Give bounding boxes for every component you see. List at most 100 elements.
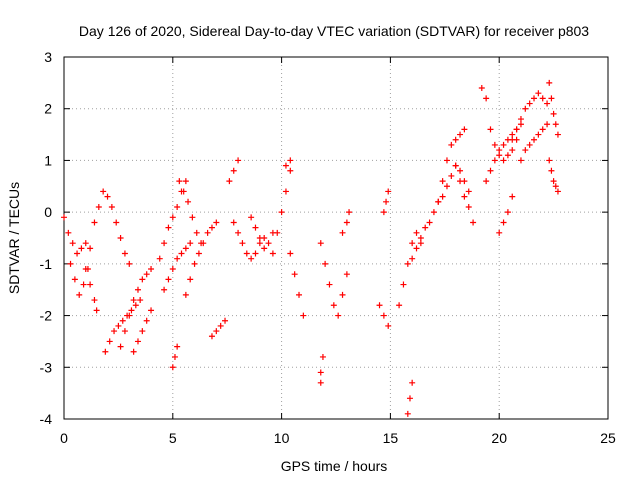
data-point	[417, 235, 424, 241]
data-point	[61, 214, 67, 221]
data-point	[195, 250, 202, 257]
data-point	[483, 95, 490, 102]
data-point	[539, 126, 546, 133]
data-point	[491, 141, 498, 148]
data-point	[526, 141, 533, 148]
data-point	[185, 198, 192, 205]
data-point	[169, 214, 176, 221]
data-point	[74, 250, 81, 257]
data-point	[235, 157, 242, 164]
data-point	[148, 307, 155, 314]
series-arc-22	[339, 209, 353, 236]
data-point	[461, 126, 468, 133]
data-point	[282, 162, 289, 169]
series-arc-04	[91, 188, 133, 267]
series-arc-25	[396, 229, 424, 309]
data-point	[413, 229, 420, 236]
series-arc-30	[452, 162, 477, 226]
data-point	[222, 317, 229, 324]
series-arc-07	[130, 307, 155, 355]
data-point	[535, 90, 542, 97]
y-axis-label: SDTVAR / TECUs	[6, 182, 22, 294]
data-point	[248, 214, 255, 221]
data-point	[317, 369, 324, 376]
data-point	[143, 317, 150, 324]
data-point	[239, 240, 246, 247]
data-point	[461, 193, 468, 200]
data-point	[383, 198, 390, 205]
data-point	[552, 183, 559, 190]
data-point	[78, 245, 85, 252]
data-point	[226, 178, 233, 185]
y-tick-label: 0	[44, 204, 52, 220]
data-point	[165, 276, 172, 283]
series-arc-14	[226, 157, 242, 185]
x-tick-label: 0	[60, 430, 68, 446]
data-point	[134, 286, 141, 293]
data-point	[278, 209, 285, 216]
series-arc-24	[380, 188, 392, 216]
data-point	[248, 255, 255, 262]
data-point	[169, 266, 176, 273]
data-point	[213, 328, 220, 335]
data-point	[111, 328, 118, 335]
data-point	[554, 188, 561, 195]
data-point	[335, 312, 342, 319]
data-point	[291, 271, 298, 278]
data-point	[343, 271, 350, 278]
data-point	[409, 240, 416, 247]
data-point	[554, 131, 561, 138]
data-point	[448, 141, 455, 148]
x-tick-label: 25	[600, 430, 616, 446]
series-arc-28	[435, 126, 468, 205]
data-point	[174, 343, 181, 350]
series-arc-01	[61, 214, 94, 257]
data-point	[322, 260, 329, 267]
data-point	[130, 297, 137, 304]
data-point	[513, 126, 520, 133]
data-point	[500, 157, 507, 164]
data-point	[422, 224, 429, 231]
data-point	[500, 141, 507, 148]
data-point	[95, 203, 102, 210]
data-point	[522, 147, 529, 154]
data-point	[376, 302, 383, 309]
series-arc-36	[546, 79, 561, 138]
data-point	[483, 178, 490, 185]
data-point	[531, 136, 538, 143]
data-point	[156, 255, 163, 262]
data-point	[132, 302, 139, 309]
data-point	[546, 79, 553, 86]
data-point	[117, 235, 124, 241]
data-point	[230, 219, 237, 226]
data-point	[517, 116, 524, 123]
data-point	[182, 291, 189, 298]
data-point	[176, 178, 183, 185]
data-point	[80, 281, 87, 288]
data-point	[139, 328, 146, 335]
data-point	[385, 322, 392, 329]
data-point	[193, 229, 200, 236]
data-point	[187, 276, 194, 283]
data-point	[269, 250, 276, 257]
data-point	[406, 395, 413, 402]
data-point	[487, 126, 494, 133]
data-point	[544, 100, 551, 107]
data-point	[380, 312, 387, 319]
series-arc-16	[248, 214, 276, 252]
data-point	[134, 338, 141, 345]
x-tick-label: 5	[169, 430, 177, 446]
data-point	[261, 245, 268, 252]
series-arc-19	[287, 250, 307, 319]
data-point	[252, 224, 259, 231]
series-arc-10	[169, 343, 181, 371]
data-point	[539, 95, 546, 102]
data-point	[287, 250, 294, 257]
y-tick-label: 1	[44, 152, 52, 168]
series-arc-27	[409, 198, 442, 262]
data-point	[161, 240, 168, 247]
data-point	[137, 297, 144, 304]
data-point	[76, 291, 83, 298]
data-point	[452, 162, 459, 169]
